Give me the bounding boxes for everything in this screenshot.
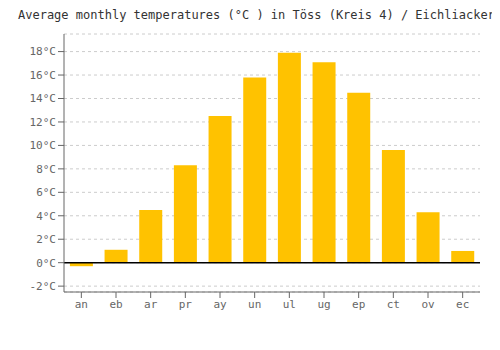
svg-text:4°C: 4°C (36, 210, 56, 223)
html-text:Average monthly temperatures (: Average monthly temperatures (°C ) in Tö… (18, 8, 495, 22)
svg-text:14°C: 14°C (30, 92, 57, 105)
svg-text:ug: ug (317, 298, 330, 311)
svg-text:16°C: 16°C (30, 69, 57, 82)
svg-text:2°C: 2°C (36, 233, 56, 246)
svg-text:6°C: 6°C (36, 186, 56, 199)
svg-text:-2°C: -2°C (30, 280, 57, 293)
svg-text:ep: ep (352, 298, 365, 311)
svg-text:10°C: 10°C (30, 139, 57, 152)
svg-text:ct: ct (387, 298, 400, 311)
svg-text:ov: ov (421, 298, 435, 311)
svg-text:pr: pr (179, 298, 193, 311)
svg-text:ay: ay (213, 298, 227, 311)
svg-text:eb: eb (109, 298, 122, 311)
svg-text:12°C: 12°C (30, 116, 57, 129)
svg-text:8°C: 8°C (36, 163, 56, 176)
svg-text:un: un (248, 298, 261, 311)
svg-text:0°C: 0°C (36, 257, 56, 270)
svg-text:ar: ar (144, 298, 158, 311)
svg-text:18°C: 18°C (30, 45, 57, 58)
svg-text:ul: ul (283, 298, 296, 311)
svg-text:ec: ec (456, 298, 469, 311)
svg-text:an: an (75, 298, 88, 311)
